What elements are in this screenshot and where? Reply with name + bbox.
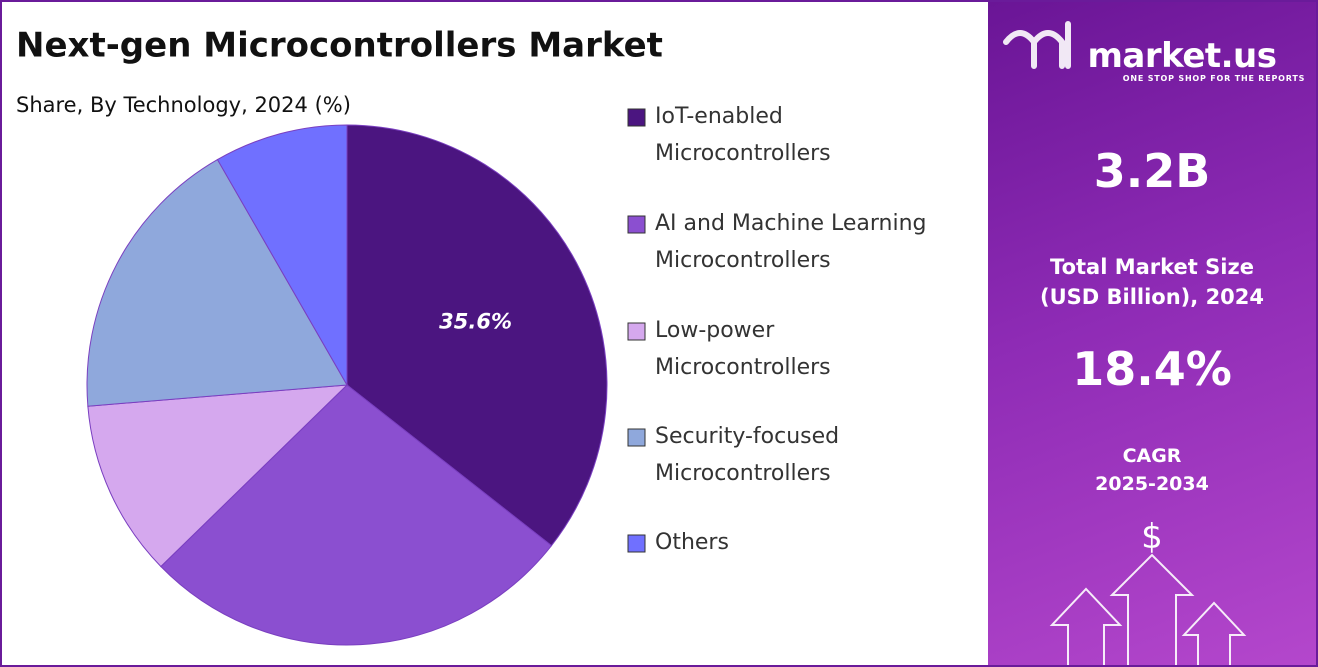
legend-swatch [627, 215, 646, 234]
legend-swatch [627, 534, 646, 553]
data-label: 35.6% [439, 309, 512, 333]
legend-label: Others [655, 530, 729, 555]
decoration [1003, 21, 1247, 665]
icon: $ [1141, 517, 1163, 557]
cagr: 18.4% [1072, 342, 1232, 396]
legend-label: IoT-enabled Microcontrollers [655, 104, 831, 166]
label-line: CAGR [1122, 445, 1182, 467]
chart: Next-gen Microcontrollers Market Share, … [16, 26, 927, 646]
pie-slice [86, 158, 348, 407]
legend-swatch [627, 108, 646, 127]
legend-label: Low-power Microcontrollers [655, 318, 831, 380]
pie-slice [87, 384, 349, 568]
pie-slice [346, 124, 608, 547]
cagr-label: CAGR 2025-2034 [988, 442, 1316, 498]
logo: market.us [1087, 36, 1277, 76]
market-size-label: Total Market Size (USD Billion), 2024 [988, 252, 1316, 312]
pie-slice [160, 384, 553, 646]
chart-title: Next-gen Microcontrollers Market [16, 26, 663, 66]
pie-slice [216, 124, 348, 387]
chart-subtitle: Share, By Technology, 2024 (%) [16, 93, 351, 117]
legend-label: AI and Machine Learning Microcontrollers [655, 211, 927, 273]
tagline: ONE STOP SHOP FOR THE REPORTS [1122, 74, 1306, 83]
market-size: 3.2B [1093, 144, 1211, 198]
side-panel: market.us ONE STOP SHOP FOR THE REPORTS … [988, 2, 1316, 665]
legend-swatch [627, 322, 646, 341]
label-line: (USD Billion), 2024 [1039, 285, 1265, 309]
label-line: Total Market Size [1050, 255, 1254, 279]
legend-label: Security-focused Microcontrollers [655, 424, 839, 486]
legend-swatch [627, 428, 646, 447]
label-line: 2025-2034 [1095, 473, 1209, 495]
